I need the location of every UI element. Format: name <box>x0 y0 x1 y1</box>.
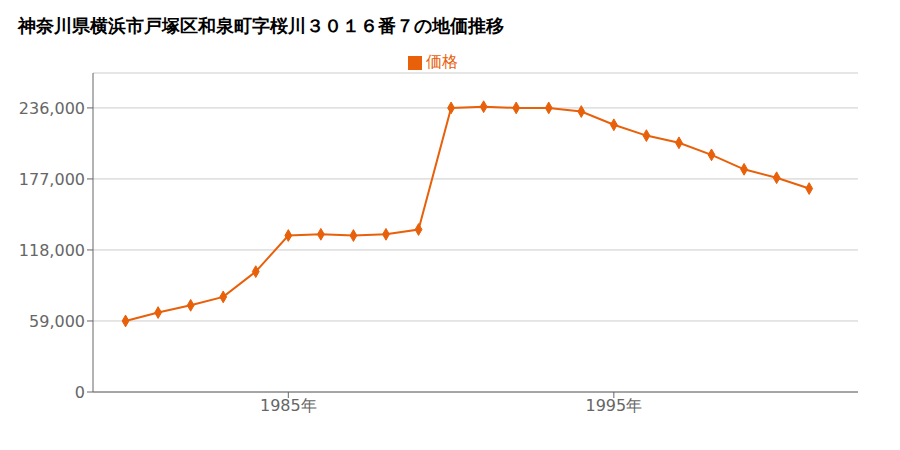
svg-text:0: 0 <box>75 383 85 402</box>
svg-text:118,000: 118,000 <box>19 241 85 260</box>
svg-text:1985年: 1985年 <box>260 396 317 415</box>
svg-text:59,000: 59,000 <box>29 312 85 331</box>
html-text:価格: 価格 <box>426 52 458 71</box>
svg-text:236,000: 236,000 <box>19 99 85 118</box>
html-text:神奈川県横浜市戸塚区和泉町字桜川３０１６番７の地価推移: 神奈川県横浜市戸塚区和泉町字桜川３０１６番７の地価推移 <box>18 15 504 36</box>
svg-text:1995年: 1995年 <box>585 396 642 415</box>
svg-text:177,000: 177,000 <box>19 170 85 189</box>
